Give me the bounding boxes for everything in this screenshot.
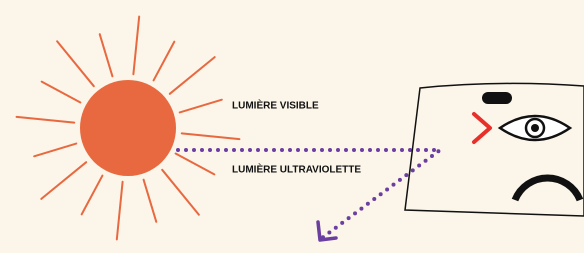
rear-mirror: [482, 92, 512, 104]
visible-label: LUMIÈRE VISIBLE: [232, 99, 319, 112]
sun: [80, 80, 176, 176]
pupil: [531, 124, 539, 132]
uv-label: LUMIÈRE ULTRAVIOLETTE: [232, 163, 361, 176]
diagram: LUMIÈRE VISIBLE LUMIÈRE ULTRAVIOLETTE: [0, 0, 584, 253]
